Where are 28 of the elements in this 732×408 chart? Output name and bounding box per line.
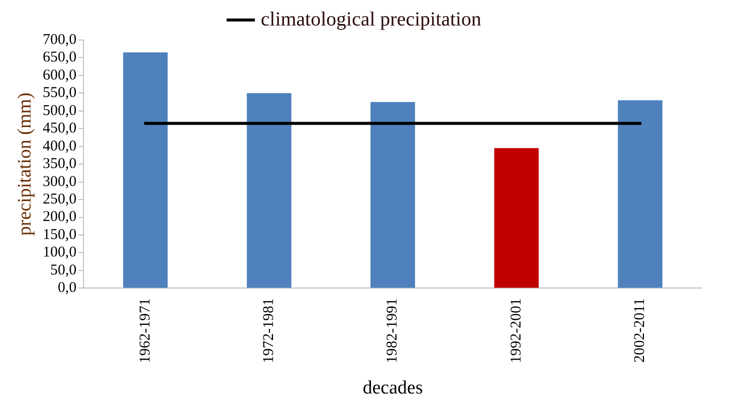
x-tick-label: 1982-1991 [384,298,401,364]
bar [370,102,416,288]
x-tick-label: 2002-2011 [632,298,648,363]
y-tick-label: 650,0 [42,50,77,66]
legend-label: climatological precipitation [260,8,482,30]
y-tick-label: 300,0 [42,174,77,190]
y-tick-label: 200,0 [42,209,77,226]
bar [494,148,539,288]
y-tick-label: 100,0 [42,244,77,261]
x-axis-title: decades [362,378,423,399]
y-tick-label: 500,0 [42,102,77,119]
y-tick-label: 450,0 [42,120,77,137]
y-tick-label: 550,0 [42,85,77,102]
y-axis-title: precipitation (mm) [14,92,36,236]
x-tick-label: 1992-2001 [508,298,524,364]
y-tick-label: 50,0 [50,262,77,278]
y-tick-label: 250,0 [42,192,77,208]
bar [246,93,292,288]
x-tick-label: 1972-1981 [261,298,278,364]
y-tick-label: 350,0 [42,156,77,172]
y-tick-label: 600,0 [42,67,77,84]
bar [123,52,168,288]
y-tick-label: 700,0 [42,32,77,48]
y-tick-label: 0,0 [58,280,77,296]
x-tick-label: 1962-1971 [137,298,154,364]
y-tick-label: 150,0 [42,226,77,243]
bar [618,100,662,288]
y-tick-label: 400,0 [42,138,77,154]
